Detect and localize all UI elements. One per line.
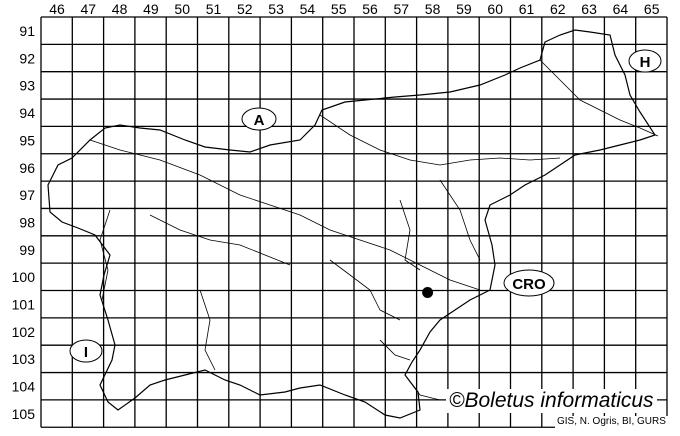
row-label: 102 — [12, 324, 36, 340]
row-label: 103 — [12, 351, 36, 367]
row-label: 95 — [19, 132, 35, 148]
column-label: 65 — [644, 1, 660, 17]
river — [99, 209, 111, 301]
column-label: 49 — [143, 1, 159, 17]
river — [329, 259, 401, 321]
river — [319, 114, 561, 166]
row-label: 94 — [19, 105, 35, 121]
row-label: 101 — [12, 297, 36, 313]
river — [149, 214, 291, 266]
column-label: 58 — [425, 1, 441, 17]
row-label: 100 — [12, 269, 36, 285]
river — [404, 374, 441, 401]
river — [439, 179, 481, 261]
row-label: 97 — [19, 187, 35, 203]
region-label: I — [84, 344, 88, 361]
column-label: 47 — [81, 1, 97, 17]
row-label: 92 — [19, 50, 35, 66]
river — [379, 339, 411, 361]
river — [89, 139, 481, 291]
grid — [40, 16, 668, 428]
column-label: 48 — [112, 1, 128, 17]
row-label: 98 — [19, 214, 35, 230]
row-label: 91 — [19, 23, 35, 39]
column-label: 52 — [237, 1, 253, 17]
column-label: 57 — [394, 1, 410, 17]
row-label: 104 — [12, 379, 36, 395]
region-austria: A — [241, 107, 277, 131]
row-label: 96 — [19, 160, 35, 176]
column-label: 56 — [362, 1, 378, 17]
column-label: 60 — [487, 1, 503, 17]
region-croatia: CRO — [503, 269, 555, 297]
record-dot[interactable] — [422, 287, 434, 298]
region-hungary: H — [628, 49, 662, 73]
column-label: 46 — [49, 1, 65, 17]
column-label: 62 — [550, 1, 566, 17]
column-label: 51 — [206, 1, 222, 17]
column-label: 53 — [268, 1, 284, 17]
river — [399, 199, 421, 271]
column-label: 55 — [331, 1, 347, 17]
column-label: 61 — [519, 1, 535, 17]
column-label: 50 — [174, 1, 190, 17]
country-border — [47, 29, 656, 419]
column-label: 54 — [300, 1, 316, 17]
region-italy: I — [69, 339, 103, 363]
region-label: A — [254, 112, 265, 129]
column-label: 64 — [613, 1, 629, 17]
region-label: H — [640, 54, 651, 71]
credit-text: GIS, N. Ogris, BI, GURS — [555, 416, 668, 428]
copyright-text: ©Boletus informaticus — [446, 389, 657, 413]
column-label: 59 — [456, 1, 472, 17]
row-label: 99 — [19, 242, 35, 258]
river — [199, 289, 216, 371]
grid-labels: 46 47 48 49 50 51 52 53 54 55 56 57 58 59 60 61 62 63 64 65… — [12, 1, 660, 422]
rivers — [89, 59, 659, 401]
river — [539, 59, 659, 137]
region-label: CRO — [512, 276, 546, 293]
row-label: 93 — [19, 78, 35, 94]
column-label: 63 — [581, 1, 597, 17]
row-label: 105 — [12, 406, 36, 422]
